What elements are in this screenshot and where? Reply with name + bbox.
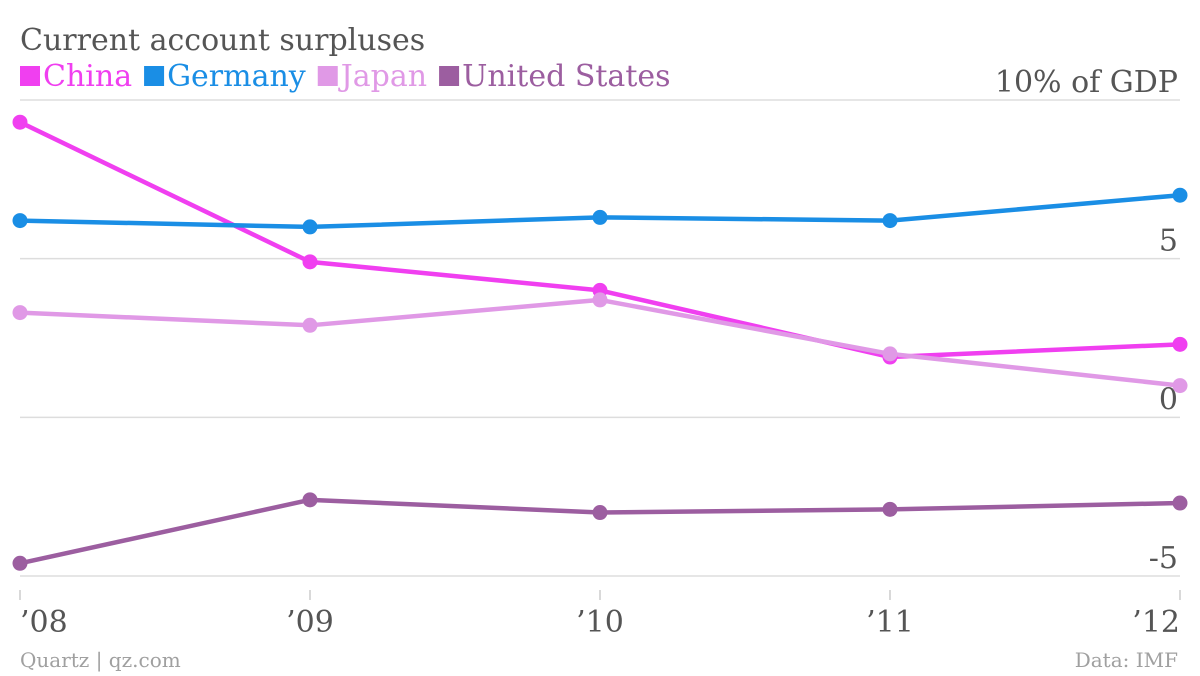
x-tick-label: ’12 [1132, 605, 1180, 640]
data-point [882, 501, 898, 517]
legend-label: China [43, 59, 132, 94]
legend-label: Germany [167, 59, 306, 94]
x-axis-tick-labels: ’08 ’09 ’10 ’11 ’12 [19, 590, 1181, 640]
data-point [592, 505, 608, 521]
x-tick-label: ’10 [576, 605, 624, 640]
y-tick-label: 10% of GDP [995, 65, 1178, 100]
data-point [12, 114, 28, 130]
data-point [592, 209, 608, 225]
data-point [302, 492, 318, 508]
data-point [12, 213, 28, 229]
y-axis-tick-labels: 10% of GDP 5 0 -5 [995, 65, 1178, 576]
data-point [882, 213, 898, 229]
legend-label: Japan [338, 59, 427, 94]
gridlines [20, 99, 1180, 577]
data-point [882, 346, 898, 362]
data-point [302, 317, 318, 333]
data-point [1172, 187, 1188, 203]
data-point [1172, 378, 1188, 394]
x-tick-label: ’09 [286, 605, 334, 640]
y-tick-label: -5 [1149, 541, 1178, 576]
legend-swatch [317, 66, 338, 86]
chart-title: Current account surpluses [20, 23, 425, 58]
data-point [1172, 336, 1188, 352]
y-tick-label: 0 [1159, 382, 1178, 417]
series-points [12, 114, 1188, 571]
data-point [1172, 495, 1188, 511]
legend: China Germany Japan United States [20, 59, 671, 94]
legend-swatch [144, 66, 165, 86]
legend-swatch [20, 66, 40, 86]
data-point [592, 292, 608, 308]
data-point [12, 305, 28, 321]
data-point [302, 254, 318, 270]
data-point [12, 555, 28, 571]
legend-label: United States [462, 59, 670, 94]
data-source: Data: IMF [1075, 648, 1178, 672]
y-tick-label: 5 [1159, 224, 1178, 259]
series-lines [17, 119, 1183, 566]
data-point [302, 219, 318, 235]
series-line [17, 297, 1183, 388]
x-tick-label: ’08 [20, 605, 68, 640]
x-tick-label: ’11 [866, 605, 914, 640]
legend-swatch [439, 66, 460, 86]
source-credit: Quartz | qz.com [20, 648, 181, 673]
